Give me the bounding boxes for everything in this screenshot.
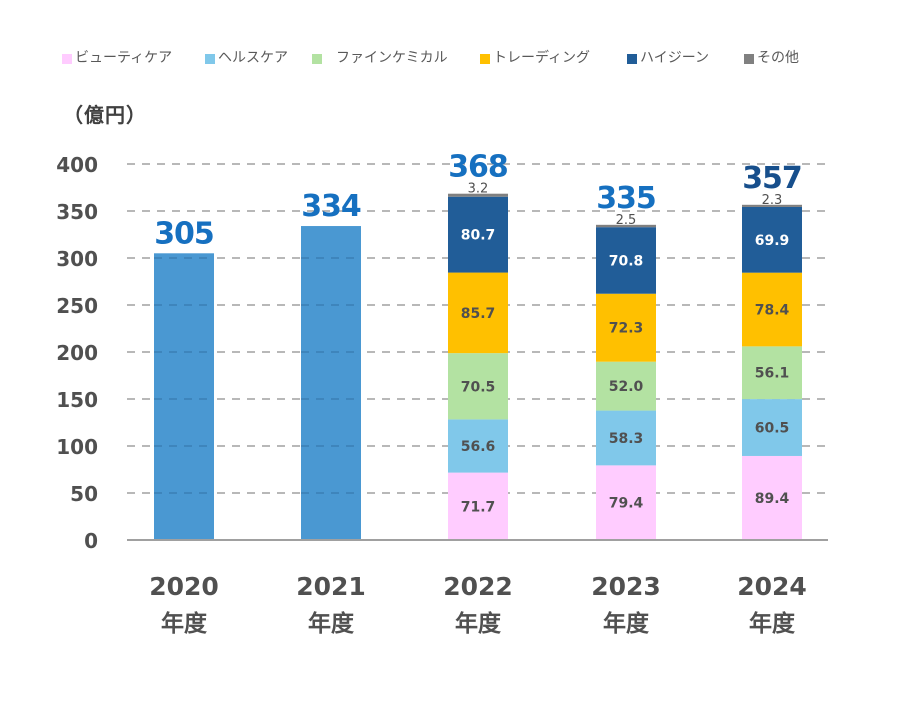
x-tick-suffix: 年度	[161, 610, 208, 637]
bar-segment	[596, 410, 656, 466]
segment-label: 60.5	[755, 421, 790, 437]
segment-label: 89.4	[755, 491, 790, 507]
segment-label: 78.4	[755, 303, 790, 319]
legend-label: ハイジーン	[640, 50, 710, 66]
legend-label: ファインケミカル	[336, 50, 448, 66]
x-tick-labels: 2020 年度 2021 年度 2022 年度 2023 年度 2024 年度	[149, 572, 807, 637]
bars	[154, 193, 802, 541]
segment-label: 71.7	[461, 499, 496, 515]
bar-segment	[742, 455, 802, 540]
legend-item: ハイジーン	[627, 47, 709, 67]
gridlines-over-bars	[154, 257, 361, 494]
segment-label: 56.6	[461, 439, 496, 455]
legend-item: その他	[744, 47, 799, 67]
segment-label: 2.3	[762, 193, 783, 208]
x-tick-suffix: 年度	[603, 610, 650, 637]
y-tick-labels: 0 50 100 150 200 250 300 350 400	[56, 153, 98, 553]
y-tick-label: 300	[56, 247, 98, 271]
segment-label: 69.9	[755, 233, 790, 249]
x-tick-year: 2024	[737, 572, 807, 601]
total-label: 357	[742, 161, 802, 196]
total-label: 368	[448, 150, 508, 185]
total-bar	[154, 253, 214, 541]
legend-item: ヘルスケア	[205, 47, 288, 67]
legend-label: ヘルスケア	[218, 50, 288, 66]
bar-segment	[742, 204, 802, 207]
bar-segment	[596, 227, 656, 294]
segment-label: 56.1	[755, 366, 790, 382]
legend-swatch	[205, 53, 215, 64]
legend-label: その他	[757, 50, 799, 66]
bar-segment	[448, 196, 508, 273]
total-label: 335	[596, 181, 656, 216]
bar-segment	[596, 224, 656, 228]
x-tick-suffix: 年度	[308, 610, 355, 637]
segment-label: 58.3	[609, 431, 644, 447]
segment-label: 52.0	[609, 379, 644, 395]
segment-label: 79.4	[609, 496, 644, 512]
legend-swatch	[480, 53, 490, 64]
legend-swatch	[312, 53, 322, 64]
x-tick-suffix: 年度	[455, 610, 502, 637]
legend-label: ビューティケア	[75, 50, 173, 66]
bar-segment	[448, 272, 508, 354]
y-tick-label: 100	[56, 435, 98, 459]
bar-segment	[448, 193, 508, 197]
segment-label: 2.5	[616, 213, 637, 228]
y-tick-label: 0	[84, 529, 98, 553]
total-bar	[301, 226, 361, 541]
legend-item: ファインケミカル	[312, 47, 448, 67]
x-tick-suffix: 年度	[749, 610, 796, 637]
bar-segment	[596, 293, 656, 362]
total-label: 334	[301, 189, 361, 224]
x-tick-year: 2022	[443, 572, 513, 601]
bar-segment	[448, 353, 508, 420]
segment-label: 70.8	[609, 253, 644, 269]
legend-label: トレーディング	[493, 50, 591, 66]
bar-segment	[596, 361, 656, 411]
bar-segment	[448, 472, 508, 540]
bar-segment	[742, 272, 802, 347]
x-tick-year: 2023	[591, 572, 661, 601]
total-label: 305	[154, 216, 214, 251]
legend-swatch	[62, 53, 72, 64]
segment-label: 80.7	[461, 228, 496, 244]
bar-segment	[742, 399, 802, 456]
x-tick-year: 2021	[296, 572, 366, 601]
y-tick-label: 250	[56, 294, 98, 318]
segment-label: 70.5	[461, 379, 496, 395]
legend-swatch	[744, 53, 754, 64]
bar-segment	[742, 346, 802, 400]
y-tick-label: 400	[56, 153, 98, 177]
legend-item: トレーディング	[480, 47, 590, 67]
bar-segment	[596, 465, 656, 540]
y-tick-label: 200	[56, 341, 98, 365]
y-tick-label: 350	[56, 200, 98, 224]
legend-item: ビューティケア	[62, 47, 172, 67]
segment-label: 3.2	[468, 182, 489, 197]
y-tick-label: 150	[56, 388, 98, 412]
legend-swatch	[627, 53, 637, 64]
segment-label: 85.7	[461, 306, 496, 322]
segment-label: 72.3	[609, 321, 644, 337]
bar-segment	[448, 419, 508, 473]
y-axis-unit-label: （億円）	[63, 103, 147, 127]
x-tick-year: 2020	[149, 572, 219, 601]
chart-legend: ビューティケア ヘルスケア ファインケミカル トレーディング ハイジーン その他	[0, 47, 901, 67]
y-tick-label: 50	[70, 482, 98, 506]
bar-segment	[742, 206, 802, 273]
